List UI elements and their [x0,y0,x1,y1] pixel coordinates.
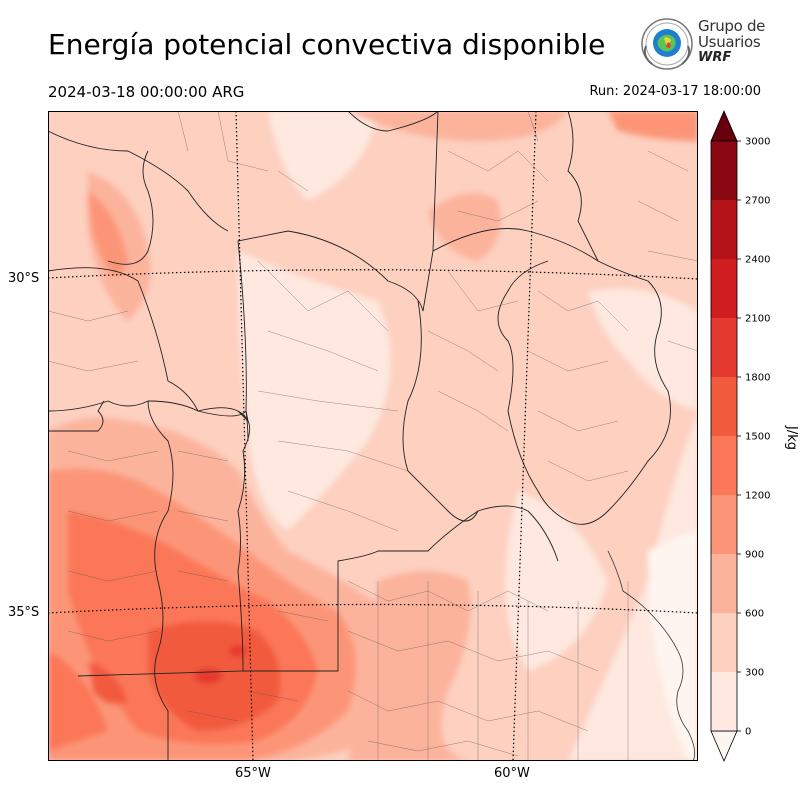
colorbar-tick-label: 900 [745,550,764,561]
department-borders [48,111,698,761]
map-frame [48,111,698,761]
lon-label-60w: 60°W [494,766,530,781]
colorbar-tick-label: 2400 [745,255,770,266]
colorbar-bin [711,259,737,318]
colorbar: 0 300 600 900 1200 1500 1800 2100 2400 2700 3000 J… [710,110,799,763]
colorbar-bin [711,495,737,554]
colorbar-tick-label: 2700 [745,196,770,207]
colorbar-over-arrow [710,110,738,142]
run-time: Run: 2024-03-17 18:00:00 [589,84,761,99]
colorbar-tick-label: 1500 [745,432,770,443]
logo-emblem-icon [641,18,693,70]
valid-time: 2024-03-18 00:00:00 ARG [48,83,245,101]
cape-field [48,111,698,761]
logo-line-3: WRF [698,50,732,65]
map-title: Energía potencial convectiva disponible [48,28,606,61]
colorbar-bin [711,141,737,200]
colorbar-tick-label: 0 [745,727,751,738]
colorbar-bin [711,554,737,613]
colorbar-tick-label: 2100 [745,314,770,325]
colorbar-bin [711,613,737,672]
colorbar-bin [711,672,737,731]
colorbar-bin [711,318,737,377]
colorbar-under-arrow [710,730,738,763]
cape-map [48,111,698,761]
colorbar-bin [711,200,737,259]
lat-label-35s: 35°S [8,605,40,620]
lat-label-30s: 30°S [8,271,40,286]
province-borders [48,111,671,761]
colorbar-tick-label: 300 [745,668,764,679]
colorbar-tick-label: 600 [745,609,764,620]
grupo-usuarios-wrf-logo: Grupo de Usuarios WRF [638,16,768,72]
logo-line-2: Usuarios [698,33,761,51]
graticule [48,111,698,761]
coastline [607,550,696,761]
colorbar-bin [711,377,737,436]
logo-line-1: Grupo de [698,17,766,35]
lon-label-65w: 65°W [235,766,271,781]
colorbar-tick-label: 3000 [745,137,770,148]
colorbar-bin [711,436,737,495]
colorbar-label: J/kg [784,425,799,450]
colorbar-tick-label: 1800 [745,373,770,384]
colorbar-tick-label: 1200 [745,491,770,502]
